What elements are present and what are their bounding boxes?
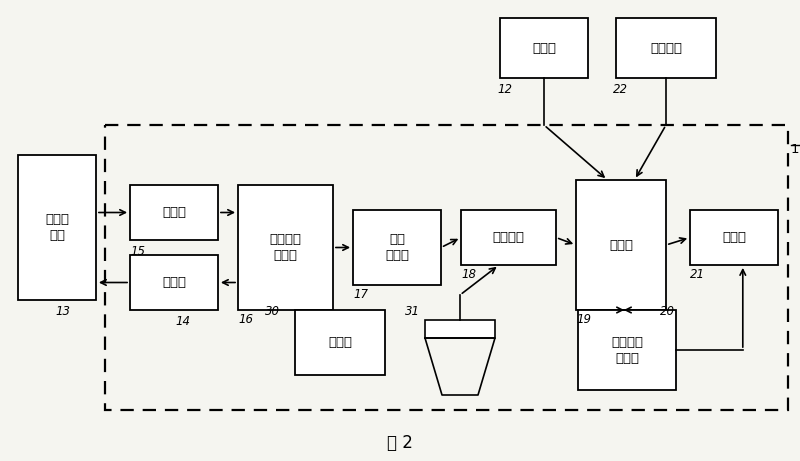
Text: 11: 11 (791, 143, 800, 156)
Bar (130, 185, 218, 240)
Bar (130, 255, 218, 310)
Text: 延迟时间
控制部: 延迟时间 控制部 (270, 233, 302, 262)
Bar (616, 18, 716, 78)
Text: 接收部: 接收部 (162, 206, 186, 219)
Text: 16: 16 (238, 313, 253, 326)
Text: 显示部: 显示部 (722, 231, 746, 244)
Text: 15: 15 (130, 245, 145, 258)
Text: 心电图仪: 心电图仪 (650, 41, 682, 54)
Text: 超声波
探头: 超声波 探头 (45, 213, 69, 242)
Text: 滤波器部: 滤波器部 (493, 231, 525, 244)
Text: 相位
检波部: 相位 检波部 (385, 233, 409, 262)
Text: 14: 14 (175, 315, 190, 328)
Text: 20: 20 (660, 305, 675, 318)
Text: 血压计: 血压计 (532, 41, 556, 54)
Text: 图 2: 图 2 (387, 434, 413, 452)
Text: 30: 30 (265, 305, 280, 318)
Bar (578, 310, 676, 390)
Bar (425, 320, 495, 338)
Text: 31: 31 (405, 305, 420, 318)
Bar (295, 310, 385, 375)
Text: 发送部: 发送部 (162, 276, 186, 289)
Bar (238, 185, 333, 310)
Text: 21: 21 (690, 268, 705, 281)
Bar (105, 125, 788, 410)
Bar (461, 210, 556, 265)
Text: 运算数据
存储部: 运算数据 存储部 (611, 336, 643, 365)
Text: 12: 12 (497, 83, 512, 96)
Text: 18: 18 (461, 268, 476, 281)
Bar (500, 18, 588, 78)
Bar (353, 210, 441, 285)
Text: 17: 17 (353, 288, 368, 301)
Text: 13: 13 (55, 305, 70, 318)
Text: 控制部: 控制部 (328, 336, 352, 349)
Bar (18, 155, 96, 300)
Text: 19: 19 (576, 313, 591, 326)
Text: 运算部: 运算部 (609, 238, 633, 252)
Bar (690, 210, 778, 265)
Text: 22: 22 (613, 83, 628, 96)
Bar (576, 180, 666, 310)
